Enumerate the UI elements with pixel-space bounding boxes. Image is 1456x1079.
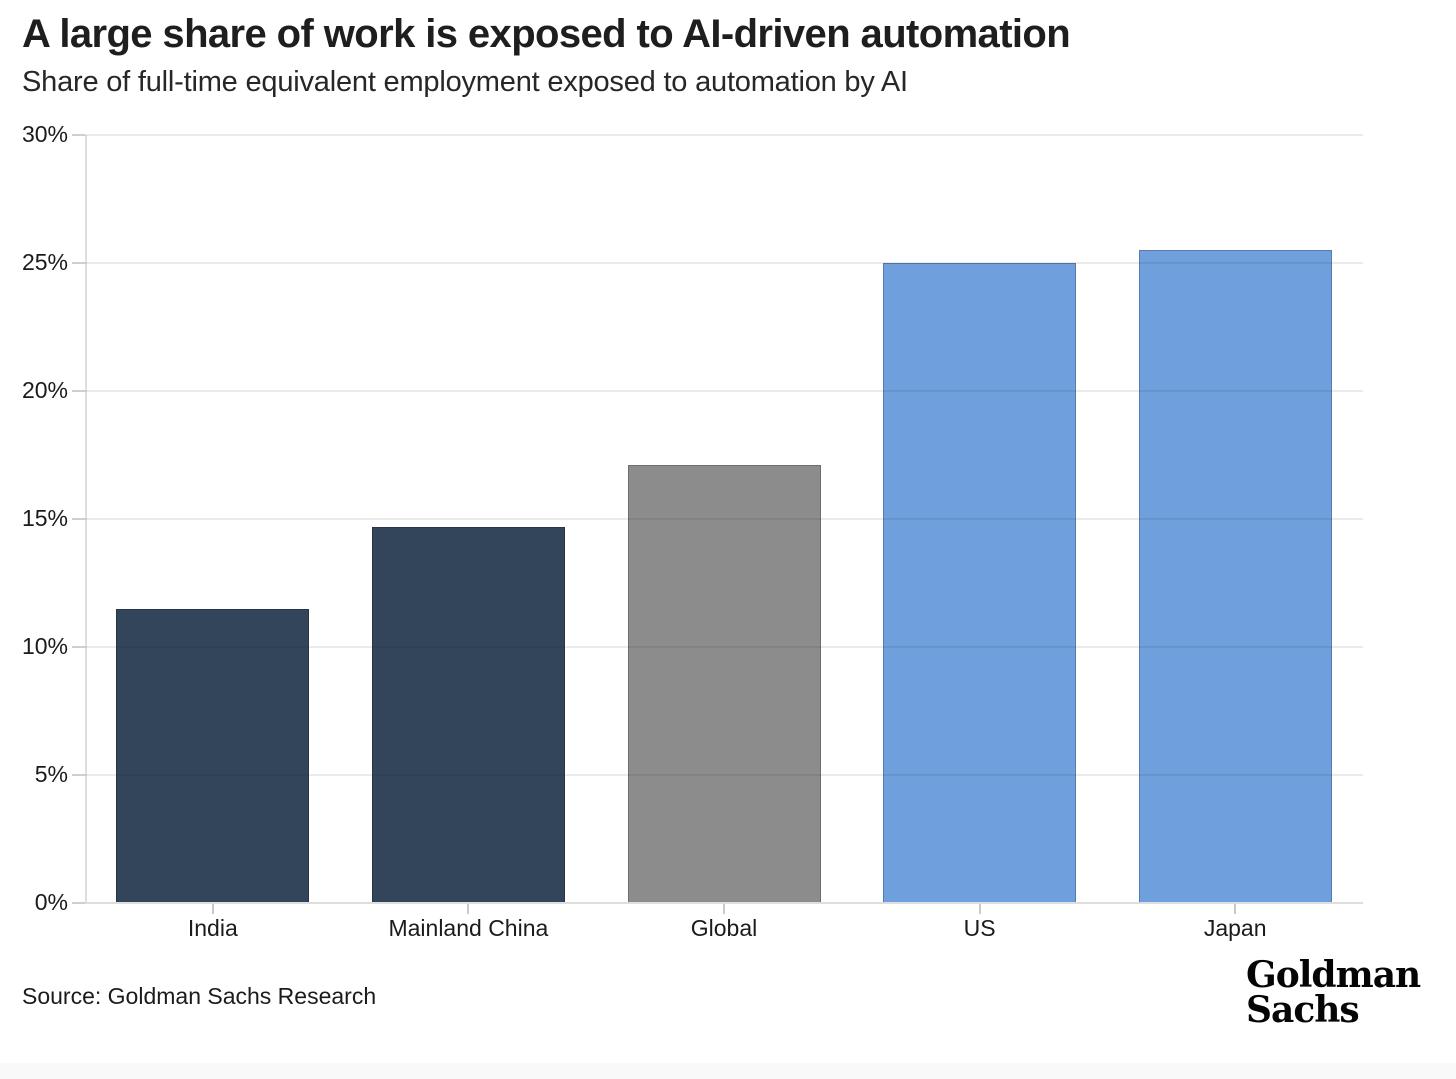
x-tick [211, 904, 214, 914]
source-note: Source: Goldman Sachs Research [22, 983, 377, 1009]
chart-subtitle: Share of full-time equivalent employment… [22, 66, 908, 98]
x-axis-label-global: Global [690, 915, 758, 941]
bottom-strip [0, 1063, 1456, 1079]
x-axis-label-japan: Japan [1203, 915, 1267, 941]
y-tick [72, 134, 85, 136]
y-tick [72, 902, 85, 904]
y-tick [72, 390, 85, 392]
y-tick [72, 646, 85, 648]
x-tick [723, 904, 725, 914]
bar-global [627, 465, 821, 903]
y-tick [72, 518, 85, 520]
y-tick-label: 25% [21, 249, 68, 275]
y-tick-label: 5% [34, 761, 68, 787]
y-tick-label: 0% [34, 889, 68, 915]
x-axis-label-mainland-china: Mainland China [388, 915, 549, 941]
logo-line-2: Sachs [1246, 989, 1360, 1031]
x-axis-label-us: US [963, 915, 996, 941]
y-gridline [85, 390, 1363, 392]
y-tick-label: 15% [21, 505, 68, 531]
chart-title: A large share of work is exposed to AI-d… [22, 12, 1071, 56]
x-tick [978, 904, 981, 914]
x-tick [467, 904, 470, 914]
y-gridline [85, 134, 1363, 136]
bar-mainland-china [371, 526, 565, 903]
x-axis-line [85, 902, 1363, 904]
goldman-sachs-logo: Goldman Sachs [1246, 954, 1421, 1031]
y-tick-label: 30% [21, 121, 68, 147]
y-gridline [85, 646, 1363, 648]
y-tick-label: 20% [21, 377, 68, 403]
y-tick [72, 774, 85, 776]
y-gridline [85, 262, 1363, 264]
bar-india [116, 608, 310, 903]
y-tick [72, 262, 85, 264]
y-gridline [85, 774, 1363, 776]
bar-us [883, 263, 1077, 903]
x-tick [1234, 904, 1237, 914]
logo-line-1: Goldman [1246, 954, 1421, 996]
y-gridline [85, 518, 1363, 520]
y-tick-label: 10% [21, 633, 68, 659]
y-axis-line [85, 135, 87, 903]
x-axis-label-india: India [187, 915, 238, 941]
bar-japan [1138, 250, 1332, 903]
